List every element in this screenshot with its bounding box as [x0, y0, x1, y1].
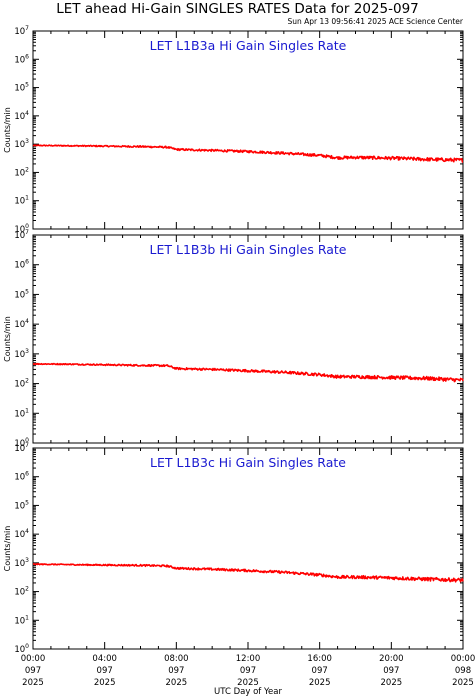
x-tick-label-year: 2025	[381, 678, 403, 688]
x-tick-label-day: 097	[25, 666, 41, 676]
y-tick-label: 107	[14, 229, 29, 241]
y-tick-label: 106	[14, 259, 29, 271]
page-title: LET ahead Hi-Gain SINGLES RATES Data for…	[56, 1, 419, 17]
x-tick-label-time: 20:00	[379, 654, 404, 664]
y-tick-label: 101	[14, 614, 29, 626]
x-tick-label-year: 2025	[237, 678, 259, 688]
y-tick-label: 107	[14, 25, 29, 37]
y-axis-label: Counts/min	[3, 316, 12, 362]
plot-frame	[32, 447, 464, 650]
x-tick-label-time: 00:00	[451, 654, 475, 664]
y-tick-label: 105	[14, 499, 29, 511]
x-tick-label-day: 097	[383, 666, 399, 676]
panel-1: 100 101 102 103 104 105 106 107 LET L1B3a Hi Gai…	[3, 25, 464, 235]
x-tick-label-time: 08:00	[164, 654, 189, 664]
y-tick-label: 101	[14, 195, 29, 207]
y-tick-label: 105	[14, 288, 29, 300]
x-tick-label-day: 097	[240, 666, 256, 676]
panel-2: 100 101 102 103 104 105 106 107 LET L1B3b Hi Gai…	[3, 229, 464, 449]
plot-frame	[32, 30, 464, 230]
y-tick-label: 100	[14, 223, 29, 235]
y-tick-label: 104	[14, 318, 29, 330]
y-tick-label: 102	[14, 166, 29, 178]
y-tick-label: 105	[14, 82, 29, 94]
x-tick-label-day: 097	[97, 666, 113, 676]
y-tick-label: 100	[14, 643, 29, 655]
y-tick-label: 101	[14, 407, 29, 419]
x-tick-label-year: 2025	[452, 678, 474, 688]
y-tick-label: 104	[14, 528, 29, 540]
x-tick-label-year: 2025	[22, 678, 44, 688]
panel-title: LET L1B3c Hi Gain Singles Rate	[150, 455, 346, 470]
x-tick-label-day: 097	[312, 666, 328, 676]
x-tick-label-time: 12:00	[236, 654, 261, 664]
series-line	[32, 362, 464, 383]
y-axis-label: Counts/min	[3, 107, 12, 153]
y-tick-label: 104	[14, 110, 29, 122]
x-tick-label-year: 2025	[94, 678, 116, 688]
x-tick-label-time: 16:00	[307, 654, 332, 664]
x-tick-label-day: 098	[455, 666, 471, 676]
y-tick-label: 106	[14, 53, 29, 65]
x-tick-label-time: 04:00	[92, 654, 117, 664]
plot-frame	[32, 234, 464, 444]
y-tick-label: 102	[14, 586, 29, 598]
x-tick-label-day: 097	[168, 666, 184, 676]
y-tick-label: 103	[14, 557, 29, 569]
y-axis-label: Counts/min	[3, 526, 12, 572]
x-tick-label-year: 2025	[309, 678, 331, 688]
panel-title: LET L1B3b Hi Gain Singles Rate	[150, 242, 347, 257]
x-axis-label: UTC Day of Year	[214, 687, 282, 697]
x-tick-label-year: 2025	[166, 678, 188, 688]
y-tick-label: 103	[14, 138, 29, 150]
panel-3: 100 101 102 103 104 105 106 107 LET L1B3c Hi Gai…	[3, 442, 464, 655]
panel-title: LET L1B3a Hi Gain Singles Rate	[150, 38, 347, 53]
series-line	[32, 562, 464, 583]
x-tick-label-time: 00:00	[21, 654, 46, 664]
series-line	[32, 144, 464, 163]
y-tick-label: 103	[14, 348, 29, 360]
timestamp: Sun Apr 13 09:56:41 2025 ACE Science Cen…	[287, 17, 463, 26]
y-tick-label: 102	[14, 378, 29, 390]
y-tick-label: 100	[14, 437, 29, 449]
y-tick-label: 106	[14, 471, 29, 483]
y-tick-label: 107	[14, 442, 29, 454]
